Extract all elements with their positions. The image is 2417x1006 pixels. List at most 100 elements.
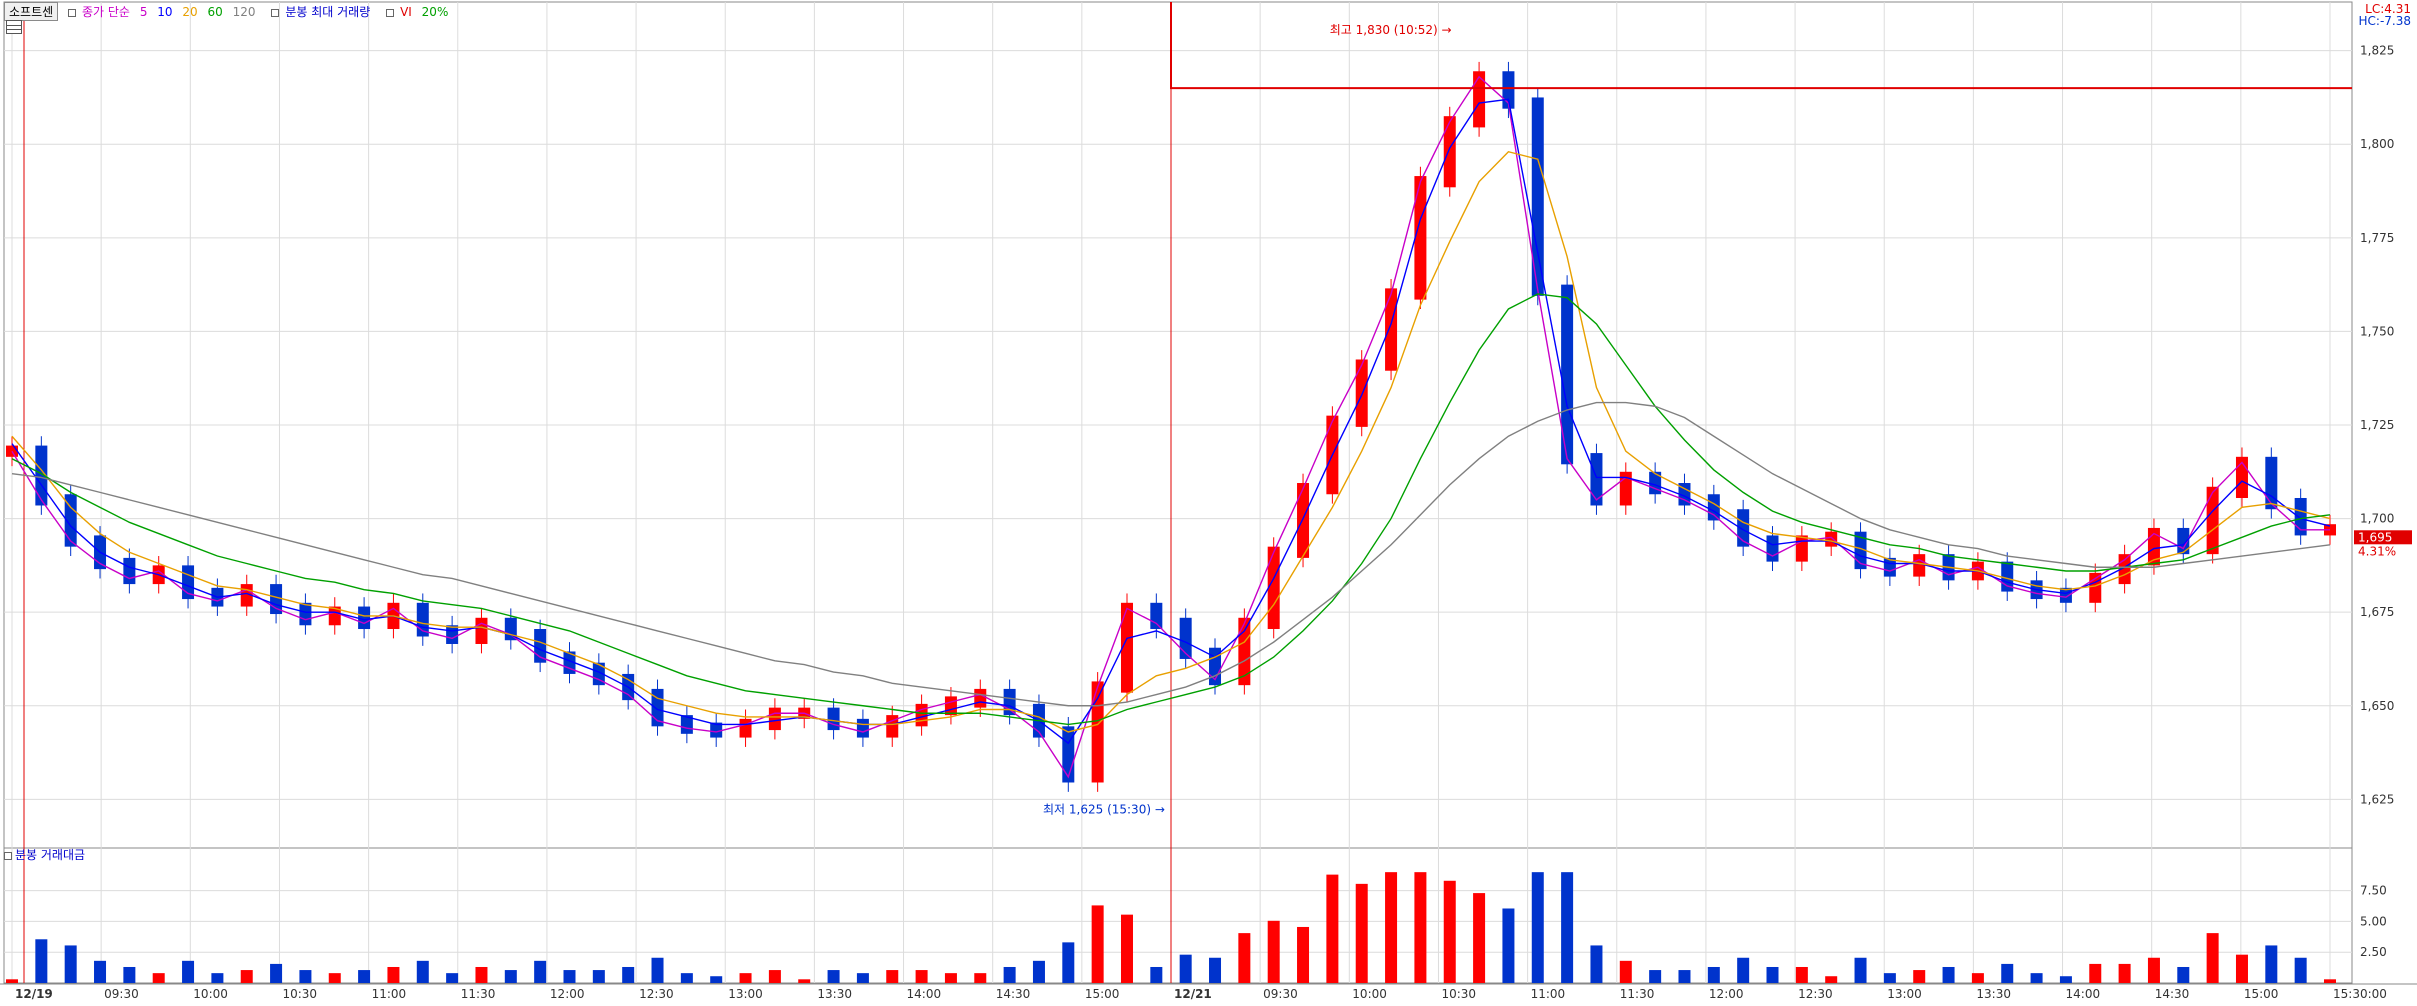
- volume-panel-frame: [3, 847, 2353, 984]
- volume-bar: [1355, 883, 1368, 983]
- volume-bar: [886, 970, 899, 983]
- time-tick-label: 09:30: [1263, 987, 1298, 1001]
- candle-body: [64, 494, 77, 547]
- time-tick-label: 14:00: [907, 987, 942, 1001]
- time-tick-label: 15:00: [1085, 987, 1120, 1001]
- ma-legend[interactable]: 종가 단순 5 10 20 60 120: [68, 5, 265, 19]
- volume-bar: [1971, 973, 1984, 983]
- vi-legend[interactable]: VI 20%: [386, 5, 454, 19]
- volume-bar: [387, 966, 400, 983]
- volume-legend[interactable]: 분봉 최대 거래량: [271, 5, 376, 19]
- time-tick-label: 12/21: [1174, 987, 1212, 1001]
- time-tick-label: 10:00: [1352, 987, 1387, 1001]
- volume-bar: [1883, 973, 1896, 983]
- ma-label: 종가 단순: [82, 5, 130, 19]
- time-tick-label: 12:00: [1709, 987, 1744, 1001]
- volume-bar: [1590, 945, 1603, 983]
- volume-bar: [2294, 957, 2307, 983]
- candle-body: [446, 625, 459, 644]
- candle-body: [35, 445, 48, 506]
- volume-bar: [1150, 966, 1163, 983]
- volume-bar: [1502, 908, 1515, 983]
- volume-bar: [504, 970, 517, 983]
- price-tick-label: 1,800: [2360, 137, 2394, 151]
- volume-toggle-icon[interactable]: [271, 8, 280, 17]
- volume-bar: [739, 973, 752, 983]
- time-tick-label: 10:30: [282, 987, 317, 1001]
- volume-bar: [1267, 920, 1280, 983]
- ma-line-120: [11, 401, 2331, 707]
- candle-body: [475, 617, 488, 644]
- time-tick-label: 12/19: [15, 987, 53, 1001]
- vi-toggle-icon[interactable]: [386, 8, 395, 17]
- volume-bar: [2265, 945, 2278, 983]
- candle-body: [856, 718, 869, 738]
- volume-bar: [1120, 914, 1133, 983]
- candle-body: [123, 557, 136, 585]
- volume-bar: [2118, 963, 2131, 983]
- candle-body: [504, 617, 517, 641]
- candle-body: [651, 688, 664, 727]
- volume-bar: [328, 973, 341, 983]
- volume-bar: [1326, 874, 1339, 983]
- volume-bar: [2177, 966, 2190, 983]
- candle-body: [1913, 554, 1926, 577]
- candle-body: [2089, 572, 2102, 603]
- time-tick-label: 12:30: [1798, 987, 1833, 1001]
- chart-legend: 소프트센 종가 단순 5 10 20 60 120 분봉 최대 거래량 VI 2…: [4, 2, 460, 21]
- volume-bar: [2001, 963, 2014, 983]
- volume-bar: [1619, 960, 1632, 983]
- ma20-label: 20: [182, 5, 198, 19]
- price-tick-label: 1,700: [2360, 512, 2394, 526]
- volume-bar: [35, 939, 48, 983]
- time-tick-label: 14:30: [2155, 987, 2190, 1001]
- volume-bar: [1766, 966, 1779, 983]
- candle-body: [1150, 602, 1163, 630]
- stock-name-tab[interactable]: 소프트센: [4, 2, 59, 21]
- candle-body: [2265, 456, 2278, 510]
- volume-bar: [182, 960, 195, 983]
- candle-body: [710, 722, 723, 738]
- candle-body: [1678, 483, 1691, 506]
- volume-bar: [2147, 957, 2160, 983]
- volume-bar: [534, 960, 547, 983]
- candle-body: [1649, 471, 1662, 495]
- volume-bar: [915, 970, 928, 983]
- candle-body: [1795, 535, 1808, 562]
- volume-bar: [358, 970, 371, 983]
- candle-body: [2206, 486, 2219, 555]
- candle-body: [1766, 535, 1779, 562]
- volume-bar: [651, 957, 664, 983]
- volume-bar: [1561, 872, 1574, 983]
- candle-body: [1355, 359, 1368, 427]
- volume-bar: [2235, 954, 2248, 983]
- volume-bar: [622, 966, 635, 983]
- time-tick-label: 15:30:00: [2333, 987, 2387, 1001]
- price-tick-label: 1,625: [2360, 792, 2394, 806]
- candle-body: [1473, 71, 1486, 128]
- volume-bar: [2030, 973, 2043, 983]
- volume-bar: [944, 973, 957, 983]
- volume-bar: [2059, 976, 2072, 983]
- candle-body: [1561, 284, 1574, 465]
- table-settings-icon[interactable]: [6, 20, 22, 34]
- volume-bar: [563, 970, 576, 983]
- ma-toggle-icon[interactable]: [68, 8, 76, 17]
- volume-bar: [1795, 966, 1808, 983]
- volume-bar: [94, 960, 107, 983]
- vi-level-line: [1170, 2, 2352, 90]
- volume-panel-toggle-icon[interactable]: [4, 851, 12, 860]
- time-tick-label: 13:00: [1887, 987, 1922, 1001]
- candle-body: [1238, 617, 1251, 686]
- time-tick-label: 13:00: [728, 987, 763, 1001]
- ma-line-20: [11, 150, 2331, 733]
- volume-bar: [1032, 960, 1045, 983]
- high-annotation: 최고 1,830 (10:52) →: [1330, 23, 1452, 37]
- volume-bar: [2324, 979, 2336, 983]
- volume-bar: [2089, 963, 2102, 983]
- volume-bar: [1737, 957, 1750, 983]
- volume-bar: [974, 973, 987, 983]
- volume-panel-legend[interactable]: 분봉 거래대금: [4, 846, 85, 863]
- volume-bar: [1649, 970, 1662, 983]
